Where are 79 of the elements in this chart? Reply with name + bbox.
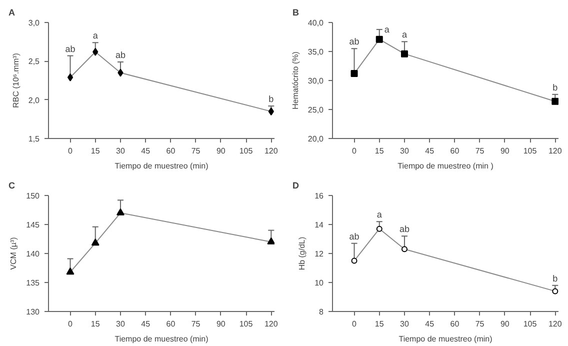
annotation: b — [552, 82, 558, 92]
y-axis-title: Hematócrito (%) — [290, 51, 300, 110]
y-tick-label: 1,5 — [28, 134, 40, 144]
x-tick-label: 15 — [374, 320, 384, 328]
y-tick-label: 16 — [314, 192, 324, 200]
x-tick-label: 120 — [548, 320, 562, 328]
chart-title: A — [8, 8, 16, 18]
x-tick-label: 30 — [116, 146, 126, 156]
x-tick-label: 0 — [352, 146, 358, 156]
x-tick-label: 0 — [352, 320, 358, 328]
x-tick-label: 0 — [68, 146, 74, 156]
y-tick-label: 130 — [26, 308, 40, 316]
y-axis-title: VCM (µ³) — [9, 236, 18, 270]
x-axis-title: Tiempo de muestreo (min) — [114, 334, 209, 344]
x-tick-label: 105 — [239, 320, 254, 328]
x-tick-label: 105 — [523, 146, 538, 156]
x-tick-label: 30 — [400, 146, 410, 156]
annotation: b — [552, 273, 558, 284]
y-tick-label: 8 — [319, 308, 324, 316]
x-tick-label: 75 — [191, 320, 201, 328]
x-tick-label: 15 — [90, 146, 100, 156]
annotation: ab — [65, 44, 76, 54]
annotation: ab — [349, 231, 360, 242]
x-tick-label: 90 — [500, 320, 510, 328]
y-tick-label: 140 — [26, 250, 40, 258]
y-tick-label: 20,0 — [308, 134, 324, 144]
x-axis-title: Tiempo de muestreo (min) — [114, 162, 209, 170]
y-tick-label: 12 — [314, 250, 324, 258]
x-tick-label: 90 — [216, 320, 226, 328]
x-tick-label: 15 — [90, 320, 100, 328]
annotation: a — [402, 30, 407, 40]
x-tick-label: 60 — [450, 320, 460, 328]
x-tick-label: 75 — [475, 320, 485, 328]
x-tick-label: 15 — [374, 146, 384, 156]
x-tick-label: 120 — [264, 146, 278, 156]
annotation: b — [268, 94, 274, 104]
x-axis-title: Tiempo de muestreo (min ) — [398, 162, 494, 170]
y-tick-label: 35,0 — [308, 48, 324, 56]
x-tick-label: 45 — [425, 146, 435, 156]
x-tick-label: 105 — [523, 320, 538, 328]
chart-title: B — [292, 8, 300, 18]
y-tick-label: 2,5 — [28, 57, 40, 66]
y-tick-label: 145 — [26, 220, 40, 230]
x-tick-label: 75 — [191, 146, 201, 156]
annotation: a — [376, 210, 382, 220]
x-tick-label: 120 — [548, 146, 562, 156]
y-tick-label: 150 — [26, 192, 40, 200]
x-tick-label: 90 — [216, 146, 226, 156]
y-tick-label: 25,0 — [308, 106, 324, 114]
x-tick-label: 90 — [500, 146, 510, 156]
x-tick-label: 60 — [166, 320, 176, 328]
chart-title: C — [8, 180, 16, 190]
x-tick-label: 30 — [116, 320, 126, 328]
y-axis-title: RBC (10⁶.mm³) — [11, 52, 20, 108]
y-tick-label: 3,0 — [28, 18, 40, 28]
x-tick-label: 120 — [264, 320, 278, 328]
x-tick-label: 0 — [68, 320, 74, 328]
annotation: ab — [349, 36, 360, 47]
y-tick-label: 135 — [26, 278, 40, 288]
annotation: a — [384, 24, 390, 34]
x-tick-label: 105 — [239, 146, 254, 156]
y-tick-label: 10 — [314, 278, 324, 288]
x-tick-label: 30 — [400, 320, 410, 328]
y-axis-title: Hb (g/dL) — [298, 236, 307, 270]
x-axis-title: Tiempo de muestreo (min) — [398, 334, 493, 344]
annotation: ab — [399, 224, 410, 234]
chart-title: D — [292, 180, 300, 190]
annotation: a — [92, 30, 98, 41]
x-tick-label: 60 — [166, 146, 176, 156]
y-tick-label: 2,0 — [28, 96, 40, 105]
y-tick-label: 30,0 — [308, 76, 324, 86]
x-tick-label: 75 — [475, 146, 485, 156]
y-tick-label: 14 — [314, 220, 324, 230]
x-tick-label: 45 — [141, 146, 151, 156]
x-tick-label: 60 — [450, 146, 460, 156]
x-tick-label: 45 — [141, 320, 151, 328]
x-tick-label: 45 — [425, 320, 435, 328]
y-tick-label: 40,0 — [308, 18, 324, 28]
annotation: ab — [115, 50, 126, 60]
